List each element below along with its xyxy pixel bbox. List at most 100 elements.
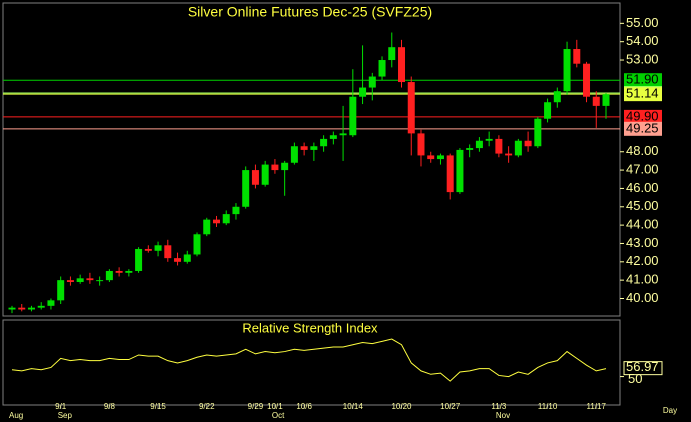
candle-body	[417, 133, 425, 156]
candle-body	[96, 280, 104, 282]
y-tick-label: 47.00	[626, 162, 659, 177]
candle-body	[524, 140, 532, 147]
candle-body	[495, 138, 503, 154]
x-tick-label: 10/20	[391, 402, 412, 411]
level-box	[624, 121, 662, 136]
x-tick-label: 10/1	[267, 402, 283, 411]
level-label: 49.90	[626, 108, 659, 123]
candle-body	[359, 87, 367, 97]
level-box	[624, 109, 662, 124]
y-tick-label: 53.00	[626, 51, 659, 66]
candle-body	[261, 164, 269, 185]
candle-body	[212, 219, 220, 224]
y-tick-label: 54.00	[626, 33, 659, 48]
candle-body	[57, 280, 65, 301]
candle-body	[86, 278, 94, 281]
candle-body	[602, 94, 610, 106]
last-value-label: 56.97	[626, 359, 659, 374]
candle-body	[368, 76, 376, 88]
candle-body	[475, 140, 483, 149]
candle-body	[456, 149, 464, 193]
x-tick-label: 9/22	[199, 402, 215, 411]
candle-body	[27, 307, 35, 310]
chart-title: Silver Online Futures Dec-25 (SVFZ25)	[188, 4, 432, 20]
candle-body	[115, 270, 123, 273]
candle-body	[300, 146, 308, 150]
candle-body	[329, 135, 337, 139]
period-label: Day	[663, 406, 677, 415]
candle-body	[436, 155, 444, 160]
candle-body	[174, 258, 182, 262]
rsi-title: Relative Strength Index	[242, 320, 378, 335]
candle-body	[281, 162, 289, 171]
candle-body	[349, 96, 357, 136]
level-label: 49.25	[626, 120, 659, 135]
candle-body	[47, 300, 55, 306]
candle-body	[144, 248, 152, 251]
candle-body	[105, 270, 113, 281]
candle-body	[514, 140, 522, 156]
x-tick-label: 11/3	[491, 402, 507, 411]
candle-body	[164, 245, 172, 259]
month-label: Nov	[496, 411, 510, 420]
candle-body	[534, 118, 542, 147]
candle-body	[222, 214, 230, 224]
month-label: Aug	[9, 411, 23, 420]
x-tick-label: 10/14	[343, 402, 364, 411]
y-tick-label: 45.00	[626, 198, 659, 213]
candle-body	[66, 280, 74, 282]
candle-body	[446, 155, 454, 193]
candle-body	[407, 82, 415, 134]
x-tick-label: 9/29	[248, 402, 264, 411]
candle-body	[154, 245, 162, 251]
candle-body	[339, 133, 347, 136]
month-label: Oct	[272, 411, 285, 420]
candle-body	[242, 170, 250, 207]
y-tick-label: 41.00	[626, 272, 659, 287]
candle-body	[8, 307, 16, 310]
level-box	[624, 73, 662, 88]
x-tick-label: 9/8	[104, 402, 116, 411]
x-tick-label: 10/27	[440, 402, 461, 411]
candle-body	[135, 248, 143, 271]
last-value-box	[623, 361, 663, 376]
rsi-panel	[2, 319, 621, 406]
candle-body	[505, 153, 513, 156]
month-label: Sep	[58, 411, 73, 420]
candle-body	[398, 47, 406, 83]
candle-body	[290, 146, 298, 163]
candle-body	[466, 148, 474, 150]
price-panel	[2, 2, 621, 317]
candle-body	[378, 60, 386, 77]
level-label: 51.14	[626, 86, 659, 101]
y-tick-label: 40.00	[626, 290, 659, 305]
y-tick-label: 43.00	[626, 235, 659, 250]
candle-body	[183, 254, 191, 262]
candle-body	[427, 155, 435, 160]
candle-body	[203, 219, 211, 235]
candle-body	[37, 305, 45, 308]
candle-body	[310, 146, 318, 150]
y-tick-label: 46.00	[626, 180, 659, 195]
x-tick-label: 9/1	[55, 402, 67, 411]
x-tick-label: 9/15	[150, 402, 166, 411]
candle-body	[125, 270, 133, 273]
candle-body	[271, 164, 279, 171]
y-tick-label: 44.00	[626, 217, 659, 232]
candle-body	[583, 63, 591, 97]
candle-body	[251, 170, 259, 185]
candle-body	[544, 102, 552, 119]
level-box	[624, 87, 662, 102]
y-tick-label: 48.00	[626, 143, 659, 158]
candle-body	[18, 307, 26, 310]
candle-body	[592, 96, 600, 106]
candle-body	[573, 49, 581, 64]
candle-body	[388, 47, 396, 61]
y-tick-label: 55.00	[626, 15, 659, 30]
rsi-line	[11, 338, 607, 382]
x-tick-label: 11/17	[587, 402, 607, 411]
x-tick-label: 10/6	[296, 402, 312, 411]
level-label: 51.90	[626, 72, 659, 87]
candle-body	[485, 138, 493, 141]
